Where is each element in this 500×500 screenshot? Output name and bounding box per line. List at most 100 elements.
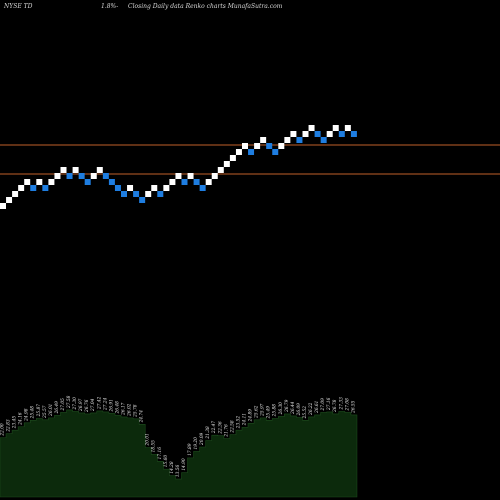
volume-value-label: 27.42 bbox=[97, 396, 102, 410]
volume-value-label: 26.55 bbox=[351, 400, 356, 414]
renko-brick-down bbox=[114, 185, 121, 191]
renko-brick-up bbox=[145, 191, 152, 197]
renko-brick-down bbox=[320, 137, 327, 143]
volume-value-label: 22.36 bbox=[218, 421, 223, 435]
volume-value-label: 26.22 bbox=[309, 402, 314, 416]
volume-value-label: 26.79 bbox=[285, 399, 290, 413]
renko-brick-up bbox=[163, 185, 170, 191]
renko-brick-down bbox=[139, 197, 146, 203]
renko-brick-down bbox=[42, 185, 49, 191]
renko-brick-down bbox=[121, 191, 127, 197]
renko-brick-down bbox=[108, 179, 115, 185]
volume-value-label: 24.98 bbox=[25, 408, 30, 422]
renko-brick-down bbox=[181, 179, 188, 185]
renko-bricks bbox=[0, 125, 357, 209]
renko-brick-up bbox=[48, 179, 55, 185]
renko-brick-down bbox=[314, 131, 321, 137]
change-separator: - bbox=[116, 3, 118, 10]
renko-brick-up bbox=[332, 125, 339, 131]
renko-brick-up bbox=[6, 197, 13, 203]
volume-value-label: 20.09 bbox=[200, 432, 205, 446]
renko-brick-down bbox=[338, 131, 345, 137]
renko-brick-down bbox=[248, 149, 255, 155]
volume-value-label: 25.88 bbox=[273, 404, 278, 418]
renko-brick-down bbox=[157, 191, 164, 197]
volume-value-label: 25.52 bbox=[303, 406, 308, 420]
volume-value-label: 27.08 bbox=[345, 398, 350, 412]
renko-brick-up bbox=[278, 143, 285, 149]
ticker-label: NYSE TD bbox=[3, 3, 33, 10]
volume-area: 22.00 22.83 23.45 24.16 24.98 25.48 25.87 25.57… bbox=[0, 395, 358, 498]
renko-brick-up bbox=[302, 131, 309, 137]
volume-value-label: 24.74 bbox=[140, 410, 145, 424]
change-label: 1.8%- bbox=[101, 3, 118, 10]
renko-brick-down bbox=[272, 149, 279, 155]
renko-brick-up bbox=[127, 185, 134, 191]
volume-value-label: 24.16 bbox=[19, 412, 24, 426]
volume-value-label: 26.61 bbox=[315, 401, 320, 414]
renko-brick-up bbox=[211, 173, 218, 179]
renko-brick-down bbox=[66, 173, 73, 179]
volume-value-label: 23.45 bbox=[13, 416, 18, 430]
volume-value-label: 25.48 bbox=[31, 406, 36, 420]
renko-brick-up bbox=[205, 179, 212, 185]
volume-value-label: 25.62 bbox=[255, 405, 260, 419]
renko-brick-up bbox=[223, 161, 230, 167]
volume-value-label: 17.89 bbox=[188, 443, 193, 456]
volume-value-label: 26.09 bbox=[297, 403, 302, 417]
volume-value-label: 26.48 bbox=[115, 401, 120, 415]
renko-brick-down bbox=[133, 191, 140, 197]
renko-brick-up bbox=[151, 185, 158, 191]
volume-value-label: 18.55 bbox=[152, 440, 157, 453]
volume-value-label: 26.30 bbox=[279, 402, 284, 416]
renko-brick-down bbox=[102, 173, 109, 179]
volume-value-label: 27.09 bbox=[321, 398, 326, 412]
volume-value-label: 26.91 bbox=[109, 399, 114, 412]
renko-brick-up bbox=[217, 167, 224, 173]
renko-brick-down bbox=[296, 137, 303, 143]
volume-value-label: 25.49 bbox=[267, 406, 272, 420]
volume-value-label: 26.97 bbox=[79, 398, 84, 412]
renko-brick-up bbox=[235, 149, 242, 155]
volume-value-label: 14.28 bbox=[170, 461, 175, 474]
renko-brick-up bbox=[0, 203, 6, 209]
renko-brick-up bbox=[96, 167, 103, 173]
change-value: 1.8% bbox=[101, 3, 117, 10]
renko-brick-up bbox=[344, 125, 351, 131]
volume-value-label: 24.89 bbox=[249, 409, 254, 423]
renko-brick-down bbox=[84, 179, 91, 185]
renko-brick-up bbox=[254, 143, 261, 149]
volume-value-label: 26.78 bbox=[333, 399, 338, 413]
renko-brick-down bbox=[193, 179, 200, 185]
volume-value-label: 13.56 bbox=[176, 465, 181, 478]
volume-value-label: 21.76 bbox=[224, 424, 229, 438]
volume-value-label: 27.16 bbox=[327, 397, 332, 411]
volume-value-label: 22.58 bbox=[230, 420, 235, 434]
volume-value-label: 24.11 bbox=[243, 413, 248, 426]
renko-brick-down bbox=[78, 173, 85, 179]
volume-value-label: 20.01 bbox=[146, 433, 151, 446]
volume-value-label: 27.33 bbox=[339, 397, 344, 411]
volume-value-label: 15.60 bbox=[164, 455, 169, 468]
renko-brick-down bbox=[199, 185, 206, 191]
volume-value-label: 23.52 bbox=[236, 416, 241, 430]
volume-value-label: 21.38 bbox=[206, 426, 211, 440]
renko-brick-up bbox=[24, 179, 31, 185]
volume-value-label: 25.97 bbox=[261, 403, 266, 417]
volume-value-label: 27.30 bbox=[73, 397, 78, 411]
volume-value-label: 25.57 bbox=[43, 405, 48, 419]
renko-brick-up bbox=[72, 167, 79, 173]
volume-value-label: 17.16 bbox=[158, 447, 163, 460]
renko-brick-down bbox=[350, 131, 357, 137]
renko-brick-up bbox=[260, 137, 267, 143]
volume-value-label: 27.24 bbox=[103, 397, 108, 411]
renko-brick-up bbox=[290, 131, 297, 137]
volume-value-label: 26.02 bbox=[128, 403, 133, 417]
volume-value-label: 19.20 bbox=[194, 437, 199, 450]
renko-brick-up bbox=[175, 173, 182, 179]
volume-value-label: 26.01 bbox=[49, 404, 54, 417]
volume-value-label: 25.78 bbox=[134, 404, 139, 418]
volume-value-label: 14.90 bbox=[182, 458, 187, 471]
